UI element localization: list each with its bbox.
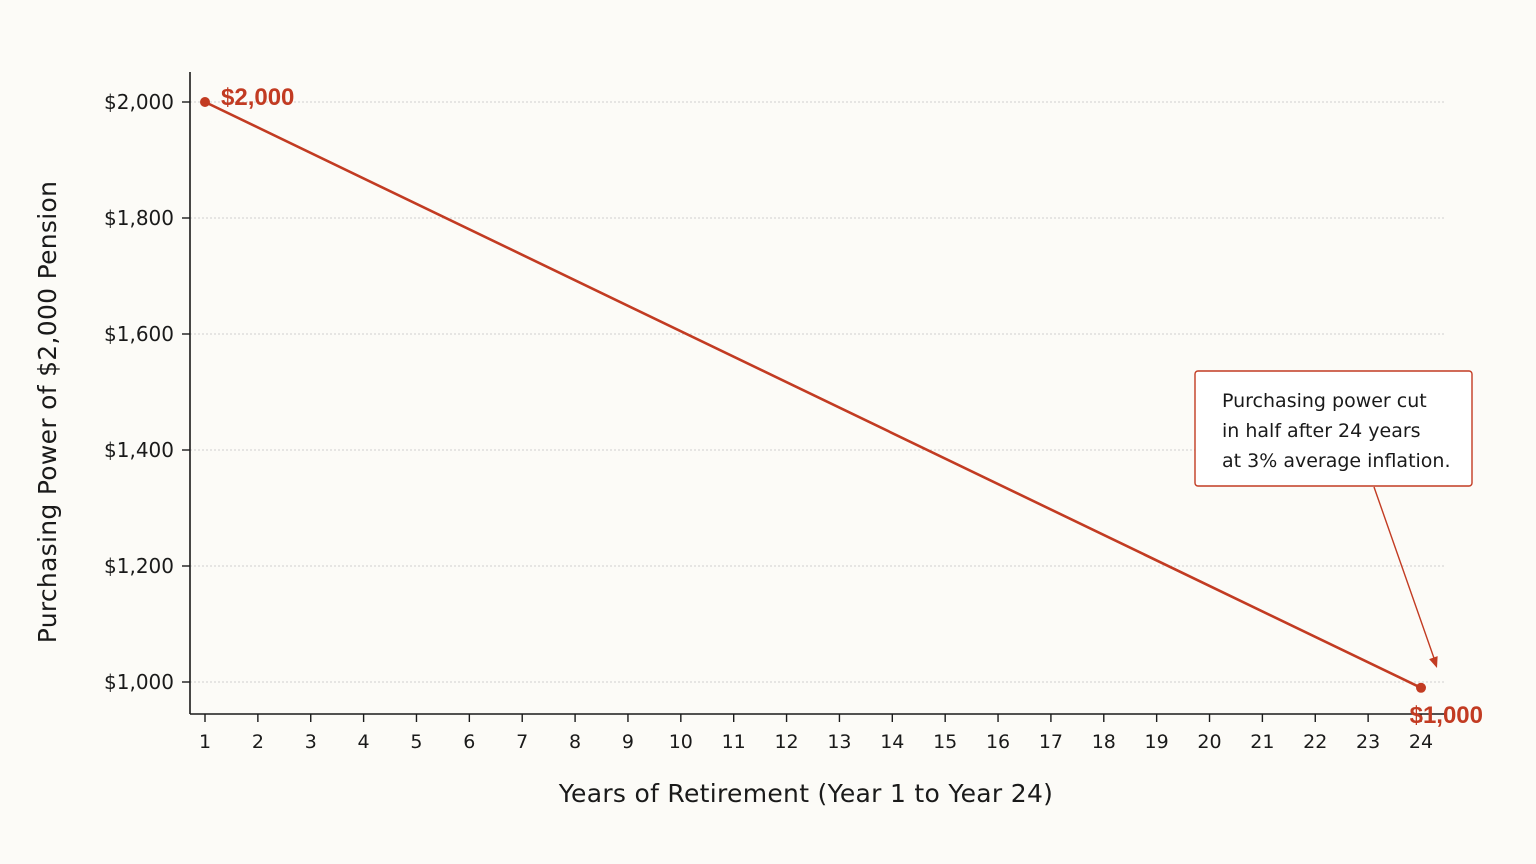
data-label-end: $1,000 xyxy=(1410,702,1483,729)
annotation-line: Purchasing power cut xyxy=(1222,390,1427,412)
x-tick-label: 13 xyxy=(827,731,851,753)
series-line xyxy=(203,100,1423,690)
y-tick-label: $1,800 xyxy=(104,206,174,230)
y-tick-label: $1,600 xyxy=(104,322,174,346)
x-tick-label: 5 xyxy=(410,731,422,753)
x-tick-label: 21 xyxy=(1250,731,1274,753)
x-tick-label: 9 xyxy=(622,731,634,753)
x-tick-label: 24 xyxy=(1409,731,1433,753)
x-tick-label: 12 xyxy=(774,731,798,753)
x-tick-label: 14 xyxy=(880,731,904,753)
x-tick-label: 1 xyxy=(199,731,211,753)
x-tick-label: 23 xyxy=(1356,731,1380,753)
x-tick-label: 3 xyxy=(305,731,317,753)
x-tick-label: 6 xyxy=(463,731,475,753)
y-ticks: $1,000 $1,200 $1,400 $1,600 $1,800 $2,000 xyxy=(104,90,190,694)
x-tick-label: 15 xyxy=(933,731,957,753)
x-tick-label: 17 xyxy=(1039,731,1063,753)
axes xyxy=(189,72,1444,715)
data-label-start: $2,000 xyxy=(221,84,294,111)
x-tick-label: 11 xyxy=(722,731,746,753)
x-tick-label: 2 xyxy=(252,731,264,753)
x-tick-label: 7 xyxy=(516,731,528,753)
series-layer: $2,000 $1,000 xyxy=(200,84,1483,729)
y-axis-title: Purchasing Power of $2,000 Pension xyxy=(33,181,62,643)
data-point xyxy=(1416,682,1426,693)
y-tick-label: $2,000 xyxy=(104,90,174,114)
y-tick-label: $1,200 xyxy=(104,554,174,578)
data-point xyxy=(200,97,210,107)
x-tick-label: 4 xyxy=(358,731,370,753)
x-tick-label: 20 xyxy=(1197,731,1221,753)
y-tick-label: $1,400 xyxy=(104,438,174,462)
annotation-box xyxy=(1194,370,1473,487)
x-tick-label: 19 xyxy=(1145,731,1169,753)
y-tick-label: $1,000 xyxy=(104,670,174,694)
x-tick-label: 18 xyxy=(1092,731,1116,753)
annotation-arrowhead xyxy=(1429,656,1438,668)
annotation-line: at 3% average inflation. xyxy=(1222,450,1451,472)
annotation-callout: Purchasing power cut in half after 24 ye… xyxy=(1194,370,1473,668)
annotation-line: in half after 24 years xyxy=(1222,420,1421,442)
x-axis-title: Years of Retirement (Year 1 to Year 24) xyxy=(558,779,1053,808)
x-tick-label: 22 xyxy=(1303,731,1327,753)
x-tick-label: 16 xyxy=(986,731,1010,753)
annotation-arrow xyxy=(1373,486,1436,662)
x-tick-label: 8 xyxy=(569,731,581,753)
x-ticks: 1 2 3 4 5 6 7 8 9 10 11 12 13 14 15 16 17 18 19 20 21 22 23 24 xyxy=(199,714,1433,753)
x-tick-label: 10 xyxy=(669,731,693,753)
